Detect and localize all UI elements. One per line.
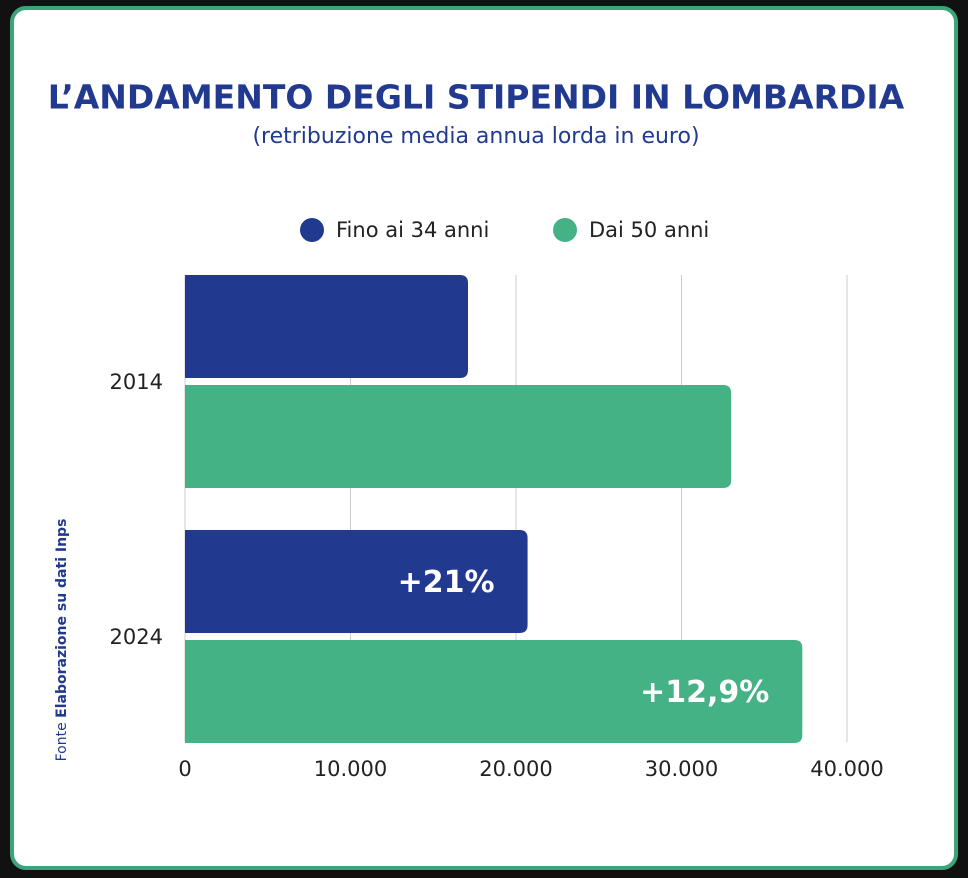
legend-swatch bbox=[300, 218, 324, 242]
bar bbox=[185, 385, 732, 488]
x-tick-label: 10.000 bbox=[314, 757, 387, 781]
chart-subtitle: (retribuzione media annua lorda in euro) bbox=[252, 124, 699, 149]
x-tick-label: 30.000 bbox=[645, 757, 718, 781]
bar bbox=[185, 640, 803, 743]
bar bbox=[185, 530, 528, 633]
annotation: +21% bbox=[398, 565, 495, 600]
chart-title: L’ANDAMENTO DEGLI STIPENDI IN LOMBARDIA bbox=[48, 78, 905, 117]
source-note: Fonte Elaborazione su dati Inps bbox=[54, 519, 70, 762]
legend-label: Fino ai 34 anni bbox=[336, 218, 489, 242]
source-prefix: Fonte bbox=[54, 722, 70, 761]
x-tick-label: 40.000 bbox=[810, 757, 883, 781]
x-tick-label: 20.000 bbox=[479, 757, 552, 781]
annotation: +12,9% bbox=[640, 675, 769, 710]
bar bbox=[185, 275, 469, 378]
source-text: Elaborazione su dati Inps bbox=[54, 519, 70, 718]
x-tick-label: 0 bbox=[178, 757, 191, 781]
legend-label: Dai 50 anni bbox=[589, 218, 709, 242]
y-tick-label: 2024 bbox=[110, 625, 163, 649]
y-tick-label: 2014 bbox=[110, 370, 163, 394]
legend-swatch bbox=[553, 218, 577, 242]
